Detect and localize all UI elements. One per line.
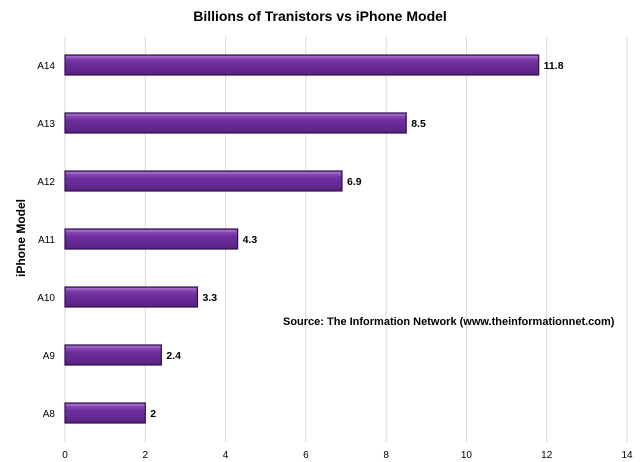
y-tick-label: A8: [43, 409, 56, 420]
data-label: 2: [150, 408, 156, 420]
y-tick-label: A11: [38, 235, 55, 246]
bar-a11: [64, 228, 239, 250]
data-label: 11.8: [544, 60, 564, 72]
bars: [64, 54, 540, 424]
x-tick-label: 0: [62, 450, 68, 461]
x-tick-label: 2: [143, 450, 149, 461]
labels: 0 2 4 6 8 10 12 14 A14 11.8 A13 8.5 A12 6.9 A11 4.3 A10 3…: [37, 60, 633, 461]
bar-a10: [64, 286, 199, 308]
y-tick-label: A13: [37, 119, 55, 130]
data-label: 3.3: [202, 292, 217, 304]
x-tick-label: 6: [303, 450, 309, 461]
data-label: 4.3: [243, 234, 258, 246]
x-tick-label: 4: [223, 450, 229, 461]
bar-a12: [64, 170, 343, 192]
bar-a8: [64, 402, 146, 424]
x-tick-label: 8: [383, 450, 389, 461]
y-axis-label: iPhone Model: [14, 199, 28, 277]
x-tick-label: 10: [461, 450, 473, 461]
y-tick-label: A14: [37, 61, 55, 72]
y-tick-label: A10: [37, 293, 55, 304]
y-tick-label: A12: [37, 177, 55, 188]
data-label: 6.9: [347, 176, 362, 188]
bar-a14: [64, 54, 540, 76]
bar-a13: [64, 112, 407, 134]
x-tick-label: 14: [621, 450, 633, 461]
x-tick-label: 12: [541, 450, 553, 461]
y-tick-label: A9: [43, 351, 56, 362]
source-annotation: Source: The Information Network (www.the…: [283, 316, 615, 328]
data-label: 8.5: [411, 118, 426, 130]
data-label: 2.4: [166, 350, 181, 362]
bar-a9: [64, 344, 162, 366]
chart-title: Billions of Tranistors vs iPhone Model: [193, 8, 447, 24]
